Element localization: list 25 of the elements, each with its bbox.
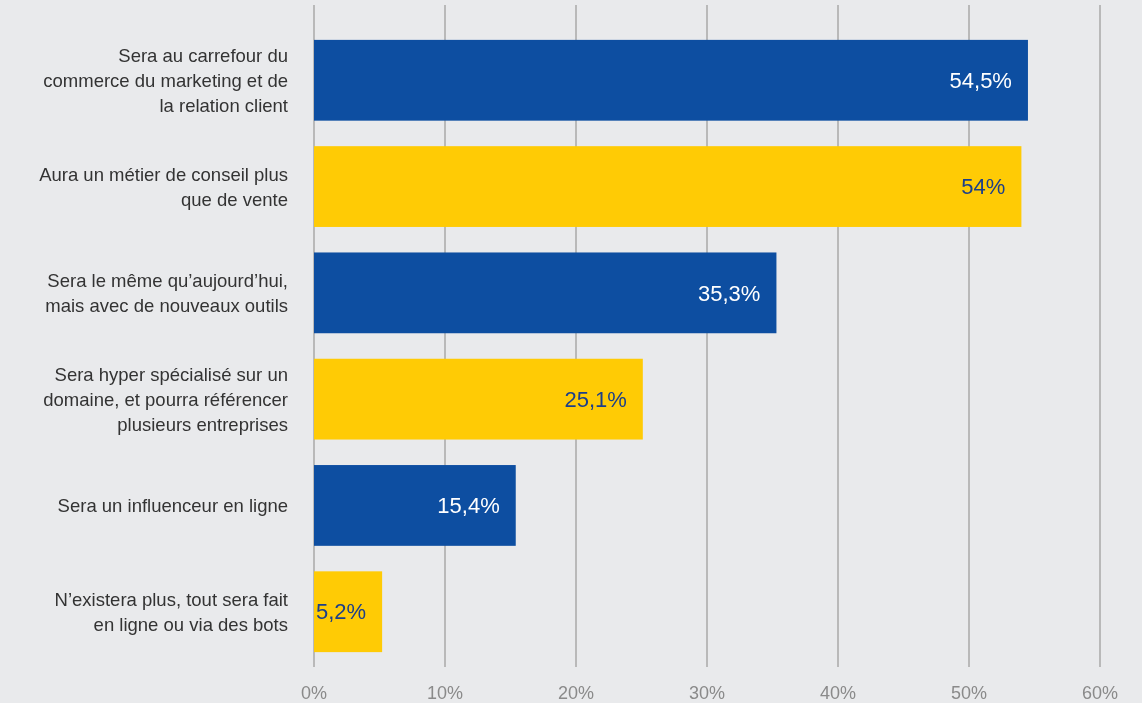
data-label: 15,4% <box>437 493 500 519</box>
data-label: 35,3% <box>698 280 761 306</box>
x-tick-label: 60% <box>1081 683 1119 703</box>
x-tick-label: 10% <box>426 683 464 703</box>
bar <box>314 571 383 653</box>
bar <box>314 465 516 546</box>
bar <box>314 39 1028 121</box>
y-tick-label: Sera hyper spécialisé sur un domaine, et pourra référencer plusieurs entreprises <box>43 363 288 435</box>
data-label: 5,2% <box>315 599 367 625</box>
bar <box>314 358 643 440</box>
x-tick-label: 0% <box>300 683 328 703</box>
data-label: 25,1% <box>564 386 627 412</box>
data-label: 54,5% <box>949 67 1012 93</box>
data-label: 54% <box>961 174 1006 200</box>
y-tick-label: Sera le même qu’aujourd’hui, mais avec de nouveaux outils <box>45 269 288 316</box>
x-tick-label: 40% <box>819 683 857 703</box>
bar <box>314 252 777 334</box>
y-tick-label: N’existera plus, tout sera fait en ligne ou via des bots <box>54 588 288 635</box>
x-tick-label: 50% <box>950 683 988 703</box>
y-tick-label: Sera un influenceur en ligne <box>57 494 288 516</box>
x-tick-label: 20% <box>557 683 595 703</box>
x-tick-label: 30% <box>688 683 726 703</box>
y-tick-label: Aura un métier de conseil plus que de vente <box>39 163 288 210</box>
y-tick-label: Sera au carrefour du commerce du marketing et de la relation client <box>43 44 288 116</box>
bar <box>314 146 1022 227</box>
